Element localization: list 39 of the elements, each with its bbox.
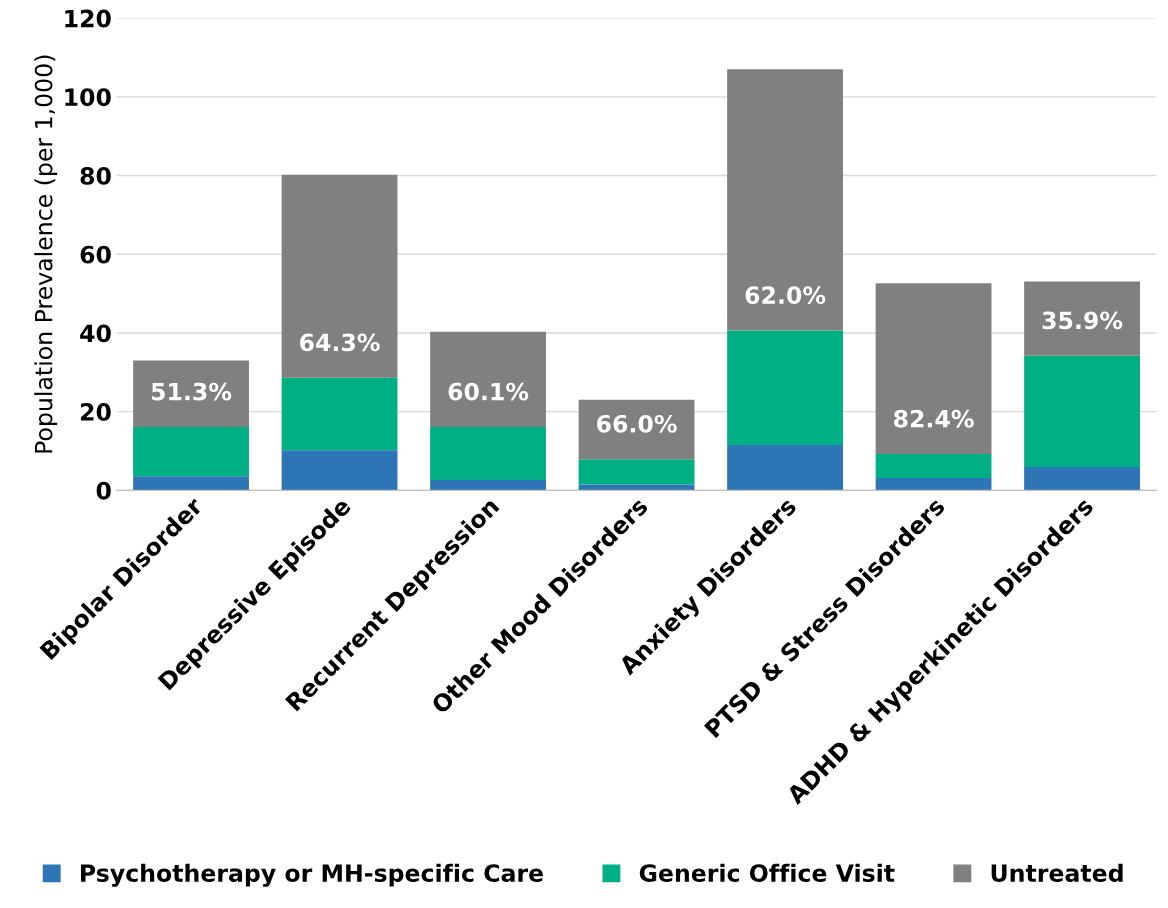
legend-label: Generic Office Visit bbox=[639, 863, 895, 882]
bar bbox=[430, 480, 546, 491]
bar bbox=[1024, 467, 1140, 491]
bar bbox=[281, 174, 398, 378]
bar bbox=[578, 459, 695, 485]
annotation: 82.4% bbox=[894, 409, 974, 428]
bar bbox=[727, 445, 843, 491]
bar bbox=[1024, 355, 1140, 468]
y-tick-label: 80 bbox=[80, 166, 111, 185]
bar bbox=[133, 360, 249, 427]
y-tick-label: 0 bbox=[96, 481, 111, 500]
annotation: 62.0% bbox=[745, 286, 826, 305]
y-tick-label: 120 bbox=[65, 9, 111, 28]
bar bbox=[430, 331, 546, 427]
bar bbox=[727, 330, 843, 446]
bar bbox=[1024, 281, 1140, 356]
bar bbox=[875, 478, 992, 491]
bar bbox=[875, 454, 992, 479]
legend-label: Psychotherapy or MH-specific Care bbox=[81, 863, 543, 887]
bar bbox=[727, 69, 843, 331]
bar bbox=[875, 283, 992, 455]
bar bbox=[281, 377, 398, 451]
annotation: 60.1% bbox=[448, 382, 529, 401]
y-tick-label: 40 bbox=[80, 324, 111, 343]
y-tick-label: 100 bbox=[65, 88, 111, 107]
bar bbox=[578, 484, 695, 491]
bar bbox=[133, 476, 249, 491]
bar bbox=[133, 426, 249, 477]
bar bbox=[430, 426, 546, 481]
y-tick-label: 20 bbox=[80, 403, 111, 421]
legend-label: Untreated bbox=[991, 863, 1123, 882]
y-axis-title: Population Prevalence (per 1,000) bbox=[34, 55, 58, 453]
bar bbox=[281, 450, 398, 491]
annotation: 66.0% bbox=[597, 414, 677, 433]
annotation: 51.3% bbox=[151, 382, 232, 401]
annotation: 64.3% bbox=[300, 333, 380, 352]
annotation: 35.9% bbox=[1042, 311, 1123, 330]
y-tick-label: 60 bbox=[80, 245, 111, 264]
bar bbox=[578, 399, 695, 460]
